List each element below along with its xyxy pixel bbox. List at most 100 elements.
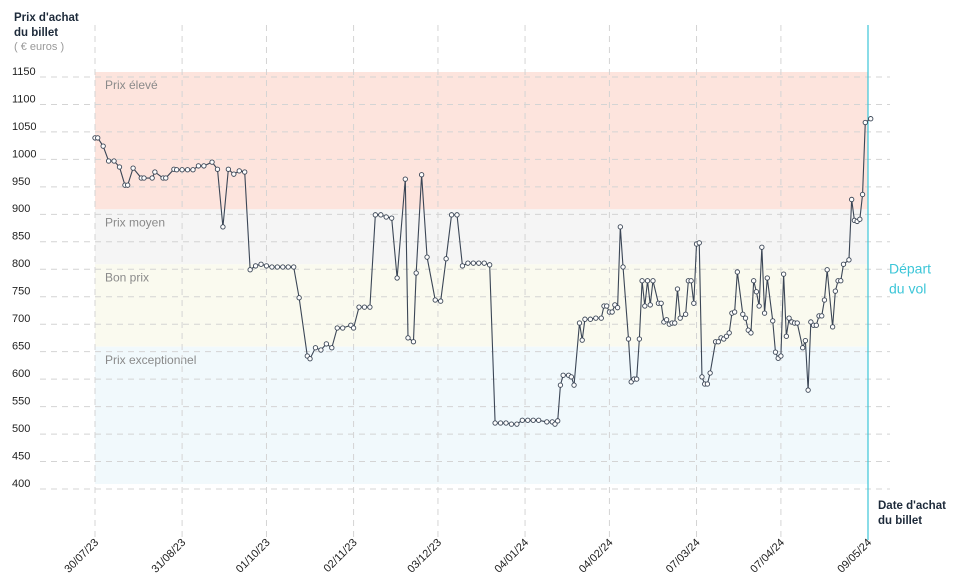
price-point [184,167,191,173]
price-point [772,349,779,355]
price-point [783,333,789,339]
price-point [476,260,482,266]
price-point [125,182,131,188]
price-point [389,215,395,221]
zones: Prix élevé Prix moyen Bon prix Prix excepti… [95,72,868,484]
price-point [111,158,117,164]
price-point [252,263,259,269]
price-point [862,119,868,126]
price-point [312,345,319,351]
price-point [163,175,169,181]
price-point [650,278,656,284]
x-tick-label: 31/08/23 [150,537,189,576]
price-point [805,387,811,393]
x-tick-label: 04/02/24 [577,537,616,576]
price-point [786,315,792,321]
price-point [152,169,158,175]
price-point [756,303,762,309]
y-tick-label: 800 [12,258,30,270]
price-point [492,420,498,426]
price-point [761,310,768,316]
price-point [536,417,542,423]
price-point [141,175,147,181]
y-tick-label: 650 [12,341,30,353]
price-point [116,164,123,170]
price-point [274,264,281,270]
price-point [329,345,335,351]
price-point [742,315,749,321]
price-point [819,313,825,319]
price-point [231,171,237,177]
price-point [296,295,302,301]
price-point [582,316,588,322]
price-point [715,339,721,345]
price-point [552,421,558,427]
price-point [560,372,566,378]
price-point [568,374,574,380]
price-point [334,325,340,331]
x-tick-label: 02/11/23 [322,537,360,575]
price-point [470,260,476,266]
price-point [813,322,819,328]
price-point [838,278,844,284]
price-point [748,330,754,336]
price-point [413,270,419,276]
price-point [859,191,866,198]
price-point [503,420,509,426]
price-point [497,420,504,426]
price-point [840,261,847,267]
price-point [617,224,623,230]
price-point [443,256,449,262]
price-point [195,163,202,169]
price-point [481,260,487,266]
price-point [726,330,732,336]
y-tick-label: 1150 [12,66,36,78]
price-point [438,298,444,304]
price-point [821,297,828,303]
price-point [307,356,313,362]
price-point [682,311,689,317]
price-point [269,264,275,270]
price-point [829,324,836,330]
price-point [598,315,604,321]
price-point [636,336,643,342]
price-point [236,168,242,174]
price-zone [95,346,868,484]
price-point [571,382,577,388]
price-point [658,300,664,306]
x-axis-label: Date d'achat [878,500,946,512]
price-point [849,196,855,203]
y-tick-label: 950 [12,176,30,188]
price-point [576,320,583,326]
price-point [280,264,286,270]
price-point [691,300,697,306]
price-point [723,333,730,339]
y-tick-label: 700 [12,313,30,325]
zone-label: Prix moyen [105,216,165,230]
y-tick-label: 900 [12,203,30,215]
price-point [291,264,297,270]
price-point [857,216,863,222]
price-point [688,278,694,284]
price-point [372,212,378,218]
price-point [609,309,615,315]
price-point [778,353,784,359]
price-point [105,158,112,164]
price-point [383,214,389,220]
price-point [350,325,357,331]
price-point [508,421,515,427]
price-point [780,271,787,277]
price-point [432,297,438,303]
y-tick-label: 400 [12,478,30,490]
price-point [149,175,155,181]
price-point [225,166,232,172]
price-point [367,304,373,310]
price-point [639,278,645,284]
y-tick-label: 1050 [12,121,36,133]
price-point [130,165,136,171]
price-point [459,263,466,269]
price-point [731,309,738,315]
price-point [740,311,746,317]
price-zone [95,209,868,265]
price-point [378,212,384,218]
